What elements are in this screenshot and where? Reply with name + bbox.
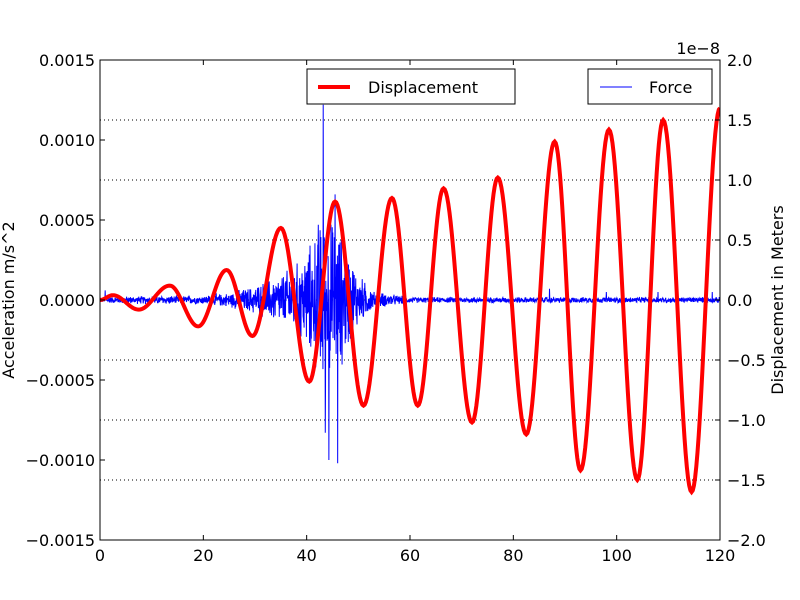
x-tick-label: 60	[400, 546, 420, 565]
right-y-tick-label: 1.5	[727, 111, 752, 130]
left-y-tick-label: 0.0015	[39, 51, 95, 70]
right-y-tick-label: −1.5	[727, 471, 766, 490]
x-tick-label: 40	[296, 546, 316, 565]
series-line-force	[100, 104, 720, 464]
right-y-tick-label: −1.0	[727, 411, 766, 430]
right-y-tick-label: 0.5	[727, 231, 752, 250]
x-tick-label: 0	[95, 546, 105, 565]
x-tick-label: 120	[705, 546, 736, 565]
left-y-tick-label: −0.0005	[26, 371, 95, 390]
right-axis-label: Displacement in Meters	[768, 205, 787, 394]
right-y-tick-label: 1.0	[727, 171, 752, 190]
series-line-displacement	[100, 106, 720, 496]
legend-displacement: Displacement	[306, 68, 516, 105]
axis-ticks: 0 20 40 60 80 100 120−0.0015−0.0010−0.00050.00…	[26, 51, 766, 565]
left-y-tick-label: −0.0015	[26, 531, 95, 550]
left-y-tick-label: 0.0005	[39, 211, 95, 230]
legend-label-displacement: Displacement	[368, 78, 478, 97]
x-tick-label: 100	[601, 546, 632, 565]
x-tick-label: 20	[193, 546, 213, 565]
right-y-tick-label: 0.0	[727, 291, 752, 310]
left-y-tick-label: 0.0000	[39, 291, 95, 310]
left-y-tick-label: −0.0010	[26, 451, 95, 470]
left-y-tick-label: 0.0010	[39, 131, 95, 150]
right-y-tick-label: 2.0	[727, 51, 752, 70]
legend-force: Force	[587, 68, 713, 105]
legend-label-force: Force	[649, 78, 692, 97]
right-y-tick-label: −2.0	[727, 531, 766, 550]
left-axis-label: Acceleration m/s^2	[0, 221, 18, 378]
right-axis-offset-text: 1e−8	[676, 39, 720, 58]
x-tick-label: 80	[503, 546, 523, 565]
right-y-tick-label: −0.5	[727, 351, 766, 370]
